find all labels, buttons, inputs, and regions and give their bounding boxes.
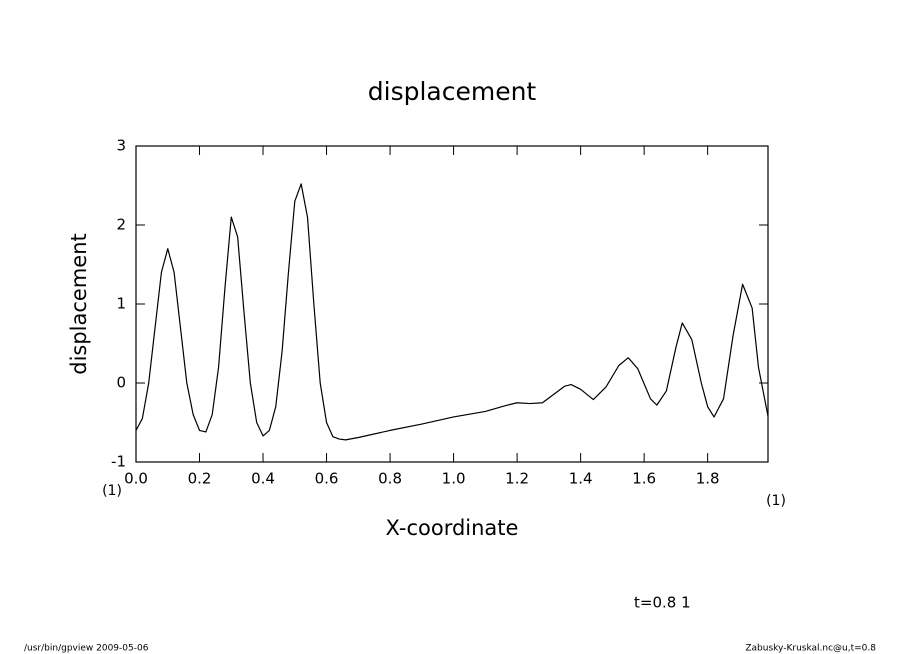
x-tick-label: 0.0	[124, 470, 148, 488]
y-tick-label: 3	[116, 137, 126, 155]
chart-title: displacement	[368, 77, 537, 106]
y-tick-label: -1	[111, 453, 126, 471]
x-tick-label: 0.8	[378, 470, 402, 488]
annotation: (1)	[766, 493, 786, 509]
y-tick-label: 0	[116, 374, 126, 392]
x-axis-label: X-coordinate	[386, 516, 519, 540]
x-tick-label: 1.4	[569, 470, 593, 488]
line-series	[135, 183, 769, 441]
y-axis-label: displacement	[67, 233, 91, 375]
x-tick-label: 1.0	[442, 470, 466, 488]
annotation: t=0.8 1	[634, 594, 691, 612]
x-tick-label: 0.2	[188, 470, 212, 488]
x-tick-label: 1.8	[696, 470, 720, 488]
annotation: /usr/bin/gpview 2009-05-06	[24, 644, 149, 654]
y-tick-label: 1	[116, 295, 126, 313]
x-tick-label: 1.2	[505, 470, 529, 488]
annotation: (1)	[102, 483, 122, 499]
y-tick-label: 2	[116, 216, 126, 234]
x-tick-label: 0.4	[251, 470, 275, 488]
plot-frame	[135, 145, 769, 463]
x-tick-label: 0.6	[315, 470, 339, 488]
annotation: Zabusky-Kruskal.nc@u,t=0.8	[745, 644, 876, 654]
x-tick-label: 1.6	[632, 470, 656, 488]
